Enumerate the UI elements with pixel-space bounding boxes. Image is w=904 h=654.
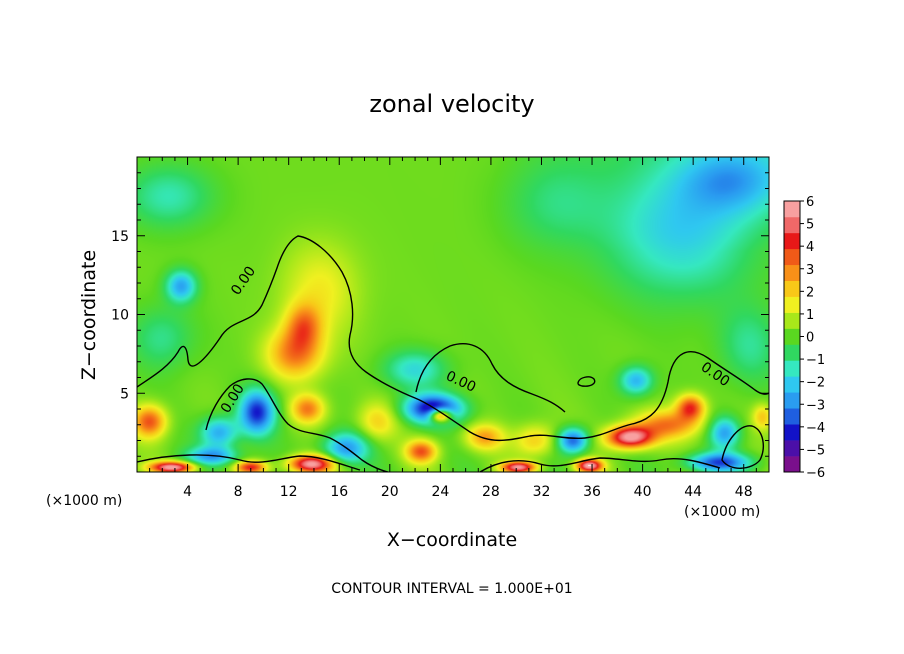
x-tick-label: 24 (431, 484, 449, 500)
contour-line-small-loop (577, 376, 596, 387)
colorbar-swatch (784, 216, 800, 234)
colorbar-swatch (784, 264, 800, 282)
x-tick-label: 36 (583, 484, 601, 500)
x-tick-label: 40 (634, 484, 652, 500)
x-tick-label: 12 (280, 484, 298, 500)
colorbar-swatch (784, 440, 800, 457)
colorbar-swatch (784, 392, 800, 409)
x-tick-label: 20 (381, 484, 399, 500)
colorbar-tick-label: 4 (806, 240, 814, 255)
contour-interval-text: CONTOUR INTERVAL = 1.000E+01 (331, 581, 572, 597)
x-tick-label: 28 (482, 484, 500, 500)
x-tick-label: 8 (234, 484, 243, 500)
plot-area: 0.00 0.00 0.00 0.00 4 8 12 16 20 24 28 32 36 40 44… (111, 156, 770, 500)
colorbar-swatch (784, 456, 800, 473)
colorbar-swatch (784, 248, 800, 266)
colorbar-swatch (784, 376, 800, 393)
chart-title: zonal velocity (369, 90, 534, 118)
colorbar-swatch (784, 344, 800, 361)
x-axis-unit-right: (×1000 m) (684, 504, 760, 520)
contour-line-mid (415, 343, 566, 413)
colorbar-swatch (784, 408, 800, 425)
contour-line-bottom-right (479, 457, 721, 472)
colorbar-tick-label: 2 (806, 285, 814, 300)
colorbar-swatch (784, 280, 800, 297)
colorbar-tick-label: −2 (806, 376, 825, 391)
colorbar-tick-label: −1 (806, 353, 825, 368)
colorbar-tick-label: −3 (806, 398, 825, 413)
colorbar-tick-label: 6 (806, 195, 814, 210)
contour-line-lower (205, 378, 389, 472)
contour-line-bottom (137, 454, 361, 471)
x-tick-label: 32 (533, 484, 551, 500)
colorbar-swatch (784, 296, 800, 313)
contour-line-right-loop (721, 425, 764, 469)
colorbar-tick-label: 0 (806, 331, 814, 346)
colorbar-swatch (784, 312, 800, 329)
x-tick-label: 48 (735, 484, 753, 500)
x-axis-label: X−coordinate (387, 529, 517, 551)
x-tick-label: 4 (183, 484, 192, 500)
y-tick-label: 15 (111, 229, 129, 245)
colorbar-tick-label: 5 (806, 218, 814, 233)
colorbar-swatch (784, 201, 800, 218)
colorbar-tick-label: 1 (806, 308, 814, 323)
y-tick-label: 5 (120, 386, 129, 402)
x-tick-label: 44 (684, 484, 702, 500)
x-axis-unit-left: (×1000 m) (46, 493, 122, 509)
velocity-field (137, 157, 769, 472)
colorbar: 6 5 4 3 2 1 0 −1 −2 −3 −4 −5 −6 (783, 195, 825, 481)
colorbar-swatch (784, 328, 800, 345)
x-tick-label: 16 (330, 484, 348, 500)
zero-contour-lines (137, 235, 769, 472)
colorbar-swatch (784, 424, 800, 441)
colorbar-tick-label: −4 (806, 421, 825, 436)
contour-line-main (137, 235, 769, 442)
y-tick-label: 10 (111, 308, 129, 324)
colorbar-swatch (784, 360, 800, 377)
colorbar-swatch (784, 232, 800, 250)
y-axis-label: Z−coordinate (78, 250, 100, 380)
colorbar-tick-label: −5 (806, 443, 825, 458)
colorbar-tick-label: 3 (806, 263, 814, 278)
colorbar-tick-label: −6 (806, 466, 825, 481)
